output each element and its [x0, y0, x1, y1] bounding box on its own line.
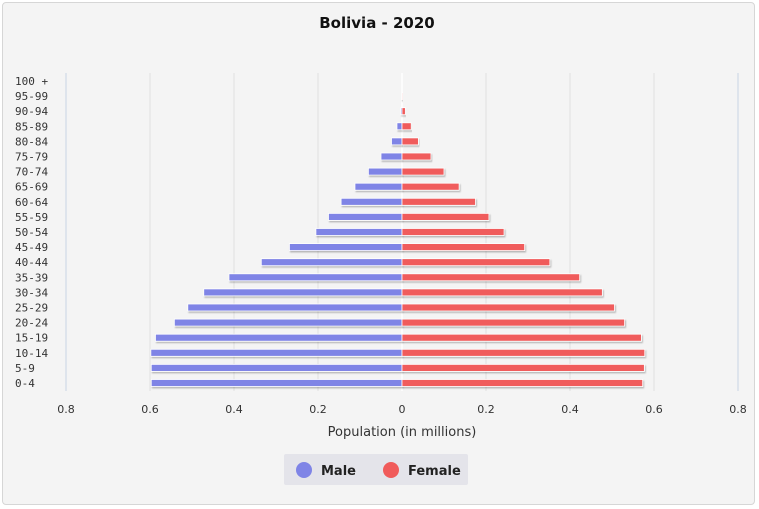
female-bar-90-94[interactable]: [401, 107, 406, 116]
male-bar-65-69[interactable]: [354, 182, 403, 191]
y-tick-label: 15-19: [15, 332, 48, 345]
y-tick-label: 35-39: [15, 271, 48, 284]
female-bar-55-59[interactable]: [401, 212, 490, 221]
female-bar-40-44[interactable]: [401, 258, 551, 267]
y-tick-label: 25-29: [15, 302, 48, 315]
female-bar-60-64[interactable]: [401, 197, 476, 206]
x-tick-label: 0.2: [477, 403, 495, 416]
female-bar-30-34[interactable]: [401, 288, 603, 297]
legend-male-swatch: [296, 462, 312, 478]
male-bar-30-34[interactable]: [203, 288, 403, 297]
female-bar-65-69[interactable]: [401, 182, 460, 191]
female-bar-25-29[interactable]: [401, 303, 615, 312]
x-axis-label: Population (in millions): [328, 425, 477, 440]
y-tick-label: 30-34: [15, 286, 48, 299]
female-bar-50-54[interactable]: [401, 228, 505, 236]
y-tick-label: 5-9: [15, 362, 35, 375]
legend-male-label: Male: [321, 464, 356, 479]
male-bar-75-79[interactable]: [380, 152, 403, 161]
y-tick-label: 45-49: [15, 241, 48, 254]
female-bar-15-19[interactable]: [401, 333, 642, 342]
female-bar-45-49[interactable]: [401, 243, 526, 252]
female-bar-80-84[interactable]: [401, 137, 419, 146]
x-tick-label: 0: [399, 403, 406, 416]
x-tick-label: 0.4: [225, 403, 243, 416]
male-bar-85-89[interactable]: [396, 122, 403, 131]
y-tick-label: 65-69: [15, 181, 48, 194]
male-bar-55-59[interactable]: [328, 212, 403, 221]
legend-item-female[interactable]: Female: [383, 462, 461, 479]
female-bar-0-4[interactable]: [401, 379, 644, 387]
male-bar-5-9[interactable]: [150, 363, 403, 372]
male-bar-45-49[interactable]: [289, 243, 403, 252]
y-tick-label: 70-74: [15, 166, 48, 179]
male-bar-15-19[interactable]: [155, 333, 403, 342]
female-bar-75-79[interactable]: [401, 152, 432, 161]
x-tick-label: 0.2: [309, 403, 327, 416]
male-bar-0-4[interactable]: [150, 379, 403, 387]
y-tick-label: 95-99: [15, 90, 48, 103]
y-tick-label: 85-89: [15, 120, 48, 133]
female-bars: [401, 92, 646, 387]
male-bar-60-64[interactable]: [340, 197, 403, 206]
y-tick-label: 10-14: [15, 347, 48, 360]
y-tick-label: 0-4: [15, 377, 35, 390]
male-bar-20-24[interactable]: [173, 318, 403, 327]
y-tick-label: 80-84: [15, 135, 48, 148]
y-tick-label: 50-54: [15, 226, 48, 239]
male-bar-10-14[interactable]: [150, 348, 403, 357]
legend-female-label: Female: [408, 464, 461, 479]
x-tick-label: 0.8: [57, 403, 75, 416]
y-tick-label: 55-59: [15, 211, 48, 224]
female-bar-5-9[interactable]: [401, 363, 645, 372]
female-bar-70-74[interactable]: [401, 167, 445, 176]
female-bar-35-39[interactable]: [401, 273, 581, 282]
male-bar-50-54[interactable]: [315, 228, 403, 236]
male-bar-40-44[interactable]: [260, 258, 403, 267]
male-bars: [150, 92, 403, 387]
legend-background: [284, 454, 468, 485]
female-bar-20-24[interactable]: [401, 318, 626, 327]
y-tick-label: 40-44: [15, 256, 48, 269]
x-axis-ticks: 0.8 0.6 0.4 0.2 0 0.2 0.4 0.6 0.8: [57, 403, 747, 416]
x-tick-label: 0.6: [645, 403, 663, 416]
y-tick-label: 90-94: [15, 105, 48, 118]
male-bar-70-74[interactable]: [367, 167, 403, 176]
female-bar-95-99[interactable]: [401, 92, 404, 100]
male-bar-80-84[interactable]: [391, 137, 403, 146]
x-tick-label: 0.8: [729, 403, 747, 416]
y-tick-label: 60-64: [15, 196, 48, 209]
legend-female-swatch: [383, 462, 399, 478]
female-bar-85-89[interactable]: [401, 122, 412, 131]
male-bar-25-29[interactable]: [187, 303, 403, 312]
y-axis-ticks: 0-4 5-9 10-14 15-19 20-24 25-29 30-34 35-39 40-4…: [15, 75, 48, 390]
chart-title: Bolivia - 2020: [319, 14, 434, 32]
legend-item-male[interactable]: Male: [296, 462, 356, 479]
x-tick-label: 0.4: [561, 403, 579, 416]
female-bar-10-14[interactable]: [401, 348, 646, 357]
y-tick-label: 75-79: [15, 151, 48, 164]
y-tick-label: 20-24: [15, 317, 48, 330]
y-tick-label: 100 +: [15, 75, 48, 88]
legend: Male Female: [284, 454, 468, 485]
male-bar-35-39[interactable]: [228, 273, 403, 282]
x-tick-label: 0.6: [141, 403, 159, 416]
